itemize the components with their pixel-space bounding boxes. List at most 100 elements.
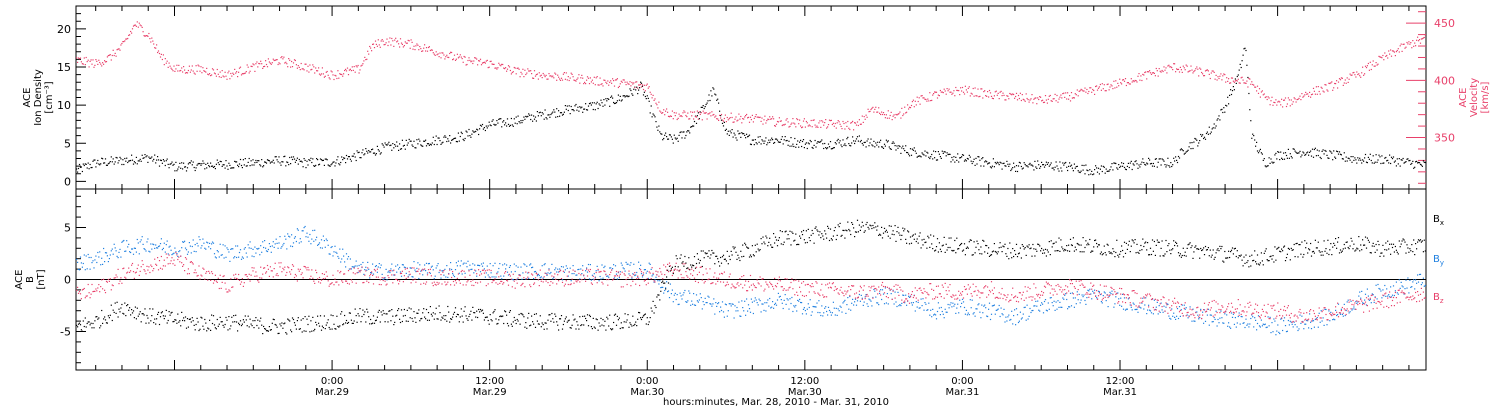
density-series-point	[1118, 164, 1120, 166]
velocity-series-point	[1002, 92, 1004, 94]
velocity-series-point	[1199, 67, 1201, 69]
by-series-point	[553, 276, 555, 279]
by-series-point	[194, 244, 196, 246]
bx-series-point	[837, 224, 839, 226]
bx-series-point	[1191, 245, 1193, 247]
bx-series-point	[1291, 249, 1293, 251]
density-series-point	[1257, 152, 1260, 154]
density-series-point	[486, 127, 488, 129]
by-series-point	[332, 255, 334, 257]
density-series-point	[876, 144, 878, 146]
density-series-point	[1038, 164, 1040, 166]
bx-series-point	[332, 315, 334, 317]
density-series-point	[917, 155, 919, 157]
density-series-point	[586, 109, 589, 111]
velocity-series-point	[672, 118, 674, 120]
velocity-series-point	[349, 68, 351, 70]
velocity-series-point	[1376, 64, 1378, 66]
velocity-series-point	[425, 50, 427, 52]
density-series-point	[886, 141, 888, 143]
density-series-point	[214, 168, 216, 170]
bx-series-point	[1124, 252, 1127, 254]
density-series-point	[291, 158, 294, 161]
velocity-series-point	[792, 118, 794, 120]
bx-series-point	[891, 233, 893, 235]
density-series-point	[1215, 125, 1217, 127]
by-series-point	[190, 252, 192, 254]
density-series-point	[271, 161, 273, 163]
velocity-series-point	[1274, 102, 1276, 104]
by-series-point	[218, 256, 220, 258]
velocity-series-point	[1300, 99, 1302, 101]
density-series-point	[289, 156, 291, 159]
by-series-point	[409, 267, 411, 269]
density-series-point	[425, 145, 428, 147]
velocity-series-point	[306, 70, 308, 72]
velocity-series-point	[988, 96, 990, 98]
bx-series-point	[82, 320, 84, 322]
velocity-series-point	[650, 93, 652, 95]
velocity-series-point	[336, 77, 338, 80]
bx-series-point	[883, 227, 886, 229]
velocity-series-point	[1332, 89, 1334, 91]
velocity-series-point	[239, 66, 242, 68]
density-series-point	[1244, 47, 1246, 49]
by-series-point	[97, 251, 99, 254]
velocity-series-point	[936, 97, 939, 99]
bx-series-point	[305, 330, 307, 332]
density-series-point	[1122, 162, 1125, 165]
velocity-series-point	[397, 40, 399, 42]
bx-series-point	[498, 319, 500, 321]
density-series-point	[1363, 160, 1365, 162]
velocity-series-point	[1159, 70, 1161, 72]
density-series-point	[550, 113, 552, 116]
density-series-point	[600, 99, 602, 101]
bx-series-point	[265, 328, 267, 330]
velocity-series-point	[210, 75, 212, 77]
bx-series-point	[962, 249, 965, 251]
density-series-point	[1005, 165, 1007, 167]
density-series-point	[151, 156, 153, 158]
bx-series-point	[651, 310, 653, 312]
bx-series-point	[1217, 248, 1219, 250]
density-series-point	[498, 118, 500, 120]
density-series-point	[476, 128, 478, 130]
bx-series-point	[1282, 250, 1284, 252]
bx-series-point	[316, 324, 318, 326]
bx-series-point	[804, 242, 806, 244]
velocity-series-point	[772, 116, 774, 118]
density-series-point	[488, 121, 490, 123]
by-series-point	[134, 247, 136, 249]
bx-series-point	[466, 318, 468, 320]
density-series-point	[646, 95, 648, 97]
bx-series-point	[264, 328, 266, 330]
velocity-series-point	[847, 120, 849, 123]
bx-series-point	[1349, 245, 1351, 247]
velocity-series-point	[240, 74, 243, 76]
density-series-point	[878, 146, 880, 148]
by-series-point	[495, 276, 497, 278]
density-series-point	[649, 112, 651, 114]
bx-series-point	[313, 330, 315, 332]
velocity-series-point	[327, 74, 329, 76]
density-series-point	[1003, 162, 1005, 164]
density-series-point	[992, 158, 994, 160]
density-series-point	[687, 130, 689, 132]
velocity-series-point	[79, 57, 82, 59]
density-series-point	[80, 166, 82, 168]
density-series-point	[595, 103, 597, 105]
by-series-point	[113, 243, 115, 245]
velocity-series-point	[1148, 71, 1150, 73]
bx-series-point	[218, 323, 220, 325]
by-series-point	[575, 274, 577, 276]
velocity-series-point	[1151, 72, 1154, 74]
by-series-point	[296, 228, 298, 230]
by-series-point	[77, 268, 80, 270]
density-series-point	[530, 118, 532, 121]
velocity-series-point	[1143, 74, 1145, 76]
density-series-point	[406, 144, 408, 146]
by-series-point	[309, 233, 311, 236]
velocity-series-point	[1204, 70, 1207, 72]
bx-series-point	[1007, 247, 1009, 250]
by-series-point	[100, 264, 102, 266]
